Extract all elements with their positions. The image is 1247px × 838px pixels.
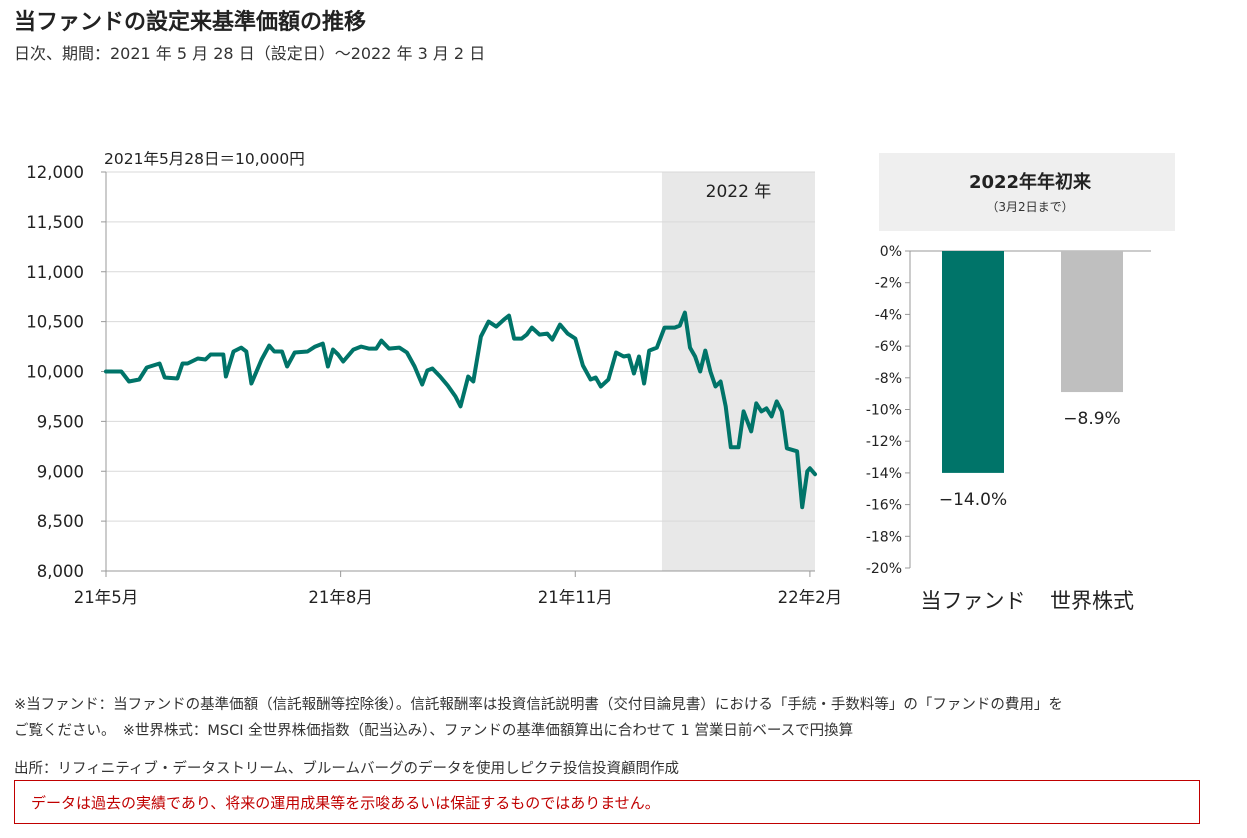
bar-y-axis-ticks: 0% -2% -4% -6% -8% -10% -12% -14% -16% -18% -20% [866,244,910,577]
source-note: 出所：リフィニティブ・データストリーム、ブルームバーグのデータを使用しピクテ投信… [14,761,679,777]
bar-y-tick-label: -20% [866,561,902,577]
gridlines [106,171,815,522]
footnote-line-2: ご覧ください。 ※世界株式：MSCI 全世界株価指数（配当込み）、ファンドの基準… [14,723,854,739]
bar-category-label: 当ファンド [921,589,1026,613]
bar-y-tick-label: 0% [880,244,902,260]
bar-y-tick-label: -10% [866,403,902,419]
x-tick-label: 21年11月 [538,588,613,607]
bar-y-tick-label: -12% [866,434,902,450]
fund-nav-series-line [104,310,817,510]
y-tick-label: 12,000 [26,163,84,182]
bar-y-tick-label: -18% [866,529,902,545]
disclaimer-text: データは過去の実績であり、将来の運用成果等を示唆あるいは保証するものではありませ… [31,794,660,812]
bar-y-tick-label: -2% [875,276,902,292]
bars: −14.0% 当ファンド −8.9% 世界株式 [921,251,1134,613]
x-tick-label: 22年2月 [778,588,843,607]
bar-value-label: −8.9% [1063,409,1120,429]
base-value-annotation: 2021年5月28日＝10,000円 [104,150,305,168]
ytd-subtitle: （3月2日まで） [986,200,1073,214]
bar [942,251,1004,473]
ytd-bar-chart: 2022年年初来 （3月2日まで） 0% -2% -4% -6% -8% -10% -12%… [866,153,1175,613]
x-axis-ticks: 21年5月 21年8月 21年11月 22年2月 [74,571,842,607]
y-axis-ticks: 12,000 11,500 11,000 10,500 10,000 9,500 9,000… [26,163,106,581]
bar [1061,251,1123,393]
x-tick-label: 21年5月 [74,588,139,607]
ytd-title-box [879,153,1175,231]
x-tick-label: 21年8月 [308,588,373,607]
bar-y-tick-label: -4% [875,307,902,323]
bar-y-tick-label: -14% [866,466,902,482]
y-tick-label: 9,000 [37,462,84,481]
bar-y-tick-label: -6% [875,339,902,355]
y-tick-label: 11,500 [26,213,84,232]
disclaimer-box: データは過去の実績であり、将来の運用成果等を示唆あるいは保証するものではありませ… [14,780,1200,824]
y-tick-label: 11,000 [26,263,84,282]
page-subtitle: 日次、期間：2021 年 5 月 28 日（設定日）〜2022 年 3 月 2 … [14,44,486,63]
y-tick-label: 10,500 [26,313,84,332]
nav-line-chart: 12,000 11,500 11,000 10,500 10,000 9,500 9,000… [26,150,842,607]
footnote-line-1: ※当ファンド：当ファンドの基準価額（信託報酬等控除後）。信託報酬率は投資信託説明… [14,697,1063,713]
bar-y-tick-label: -8% [875,371,902,387]
ytd-title: 2022年年初来 [969,171,1092,193]
bar-y-tick-label: -16% [866,498,902,514]
year-2022-label: 2022 年 [706,182,772,202]
y-tick-label: 8,500 [37,512,84,531]
y-tick-label: 8,000 [37,562,84,581]
bar-category-label: 世界株式 [1050,589,1134,613]
y-tick-label: 9,500 [37,412,84,431]
bar-value-label: −14.0% [939,490,1007,510]
y-tick-label: 10,000 [26,363,84,382]
page-title: 当ファンドの設定来基準価額の推移 [14,10,367,35]
